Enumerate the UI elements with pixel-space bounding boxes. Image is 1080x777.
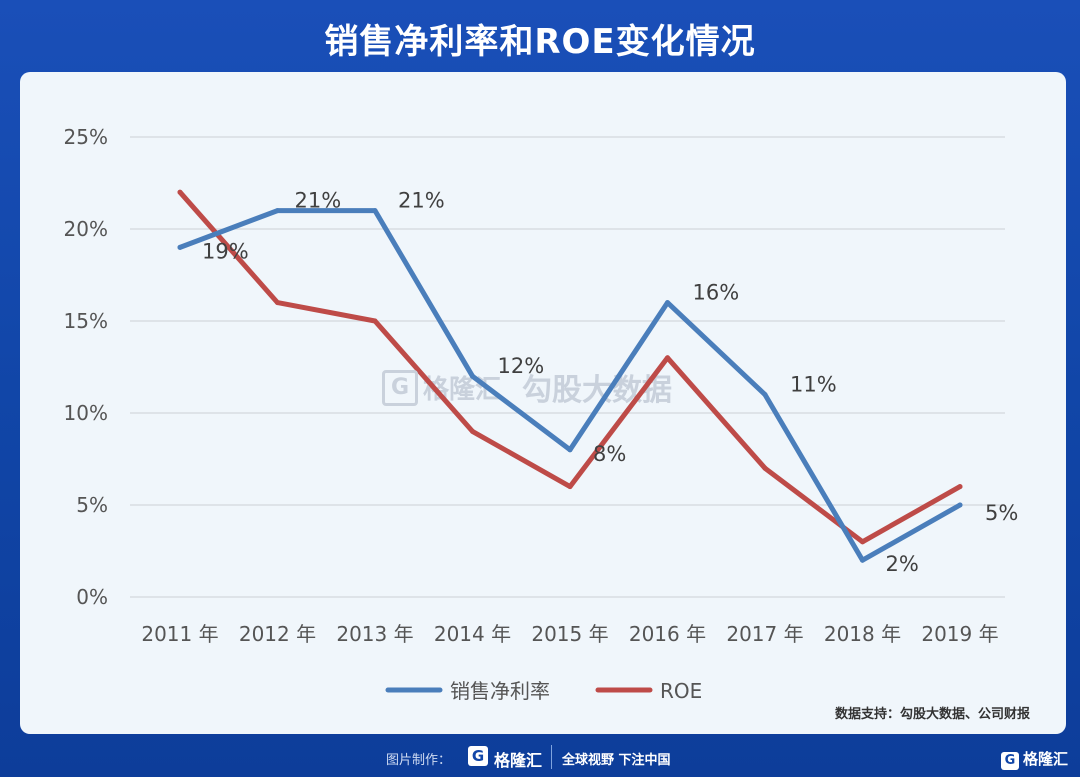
line-chart: 格隆汇 勾股大数据 19%21% 21%12%8%16%11%2%5% 0%5%1…: [64, 125, 1019, 703]
y-tick-label: 10%: [64, 401, 108, 425]
x-tick-label: 2013 年: [336, 622, 413, 646]
x-tick-label: 2011 年: [141, 622, 218, 646]
legend-label: ROE: [660, 679, 702, 703]
y-tick-label: 0%: [76, 585, 108, 609]
data-point: [860, 557, 865, 563]
x-tick-label: 2018 年: [824, 622, 901, 646]
data-label: 12%: [498, 354, 545, 378]
series-line-1: [177, 189, 963, 545]
x-tick-label: 2017 年: [726, 622, 803, 646]
data-point: [762, 392, 768, 398]
data-point: [275, 300, 280, 306]
footer-brand: 格隆汇: [494, 751, 543, 770]
y-tick-label: 15%: [64, 309, 108, 333]
data-point: [567, 484, 573, 490]
footer-made-by: 图片制作：: [386, 753, 452, 768]
legend-label: 销售净利率: [450, 679, 550, 703]
data-label: 21%: [295, 189, 342, 213]
y-tick-label: 25%: [64, 125, 108, 149]
y-tick-label: 5%: [76, 493, 108, 517]
data-label: 16%: [693, 281, 740, 305]
corner-logo-icon: G: [1000, 752, 1019, 770]
x-tick-label: 2015 年: [531, 622, 608, 646]
footer-divider: [551, 745, 552, 769]
data-point: [762, 465, 768, 471]
data-point: [567, 447, 573, 453]
data-point: [860, 539, 865, 545]
data-point: [957, 502, 963, 508]
data-point: [372, 208, 378, 214]
chart-panel: 格隆汇 勾股大数据 19% 21% 21% 12% 8% 16% 11% 2% 5% 0% 5% 1…: [20, 72, 1066, 734]
data-point: [665, 355, 670, 361]
y-tick-label: 20%: [64, 217, 108, 241]
corner-brand: G 格隆汇: [1000, 748, 1068, 770]
data-label: 19%: [202, 239, 249, 263]
footer-slogan: 全球视野 下注中国: [562, 753, 671, 768]
footer: 图片制作： G 格隆汇 全球视野 下注中国: [0, 742, 1080, 772]
data-label: 8%: [593, 442, 626, 466]
x-tick-label: 2014 年: [434, 622, 511, 646]
data-point: [372, 318, 378, 324]
data-point: [957, 484, 963, 490]
x-tick-label: 2012 年: [239, 622, 316, 646]
data-point: [665, 300, 670, 306]
watermark-text: 勾股大数据: [522, 373, 672, 408]
chart-title: 销售净利率和ROE变化情况: [324, 22, 756, 62]
data-label: 5%: [985, 501, 1018, 525]
data-label: 21%: [398, 189, 445, 213]
data-point: [470, 373, 475, 379]
data-point: [177, 244, 183, 250]
data-point: [275, 208, 280, 214]
gelonghui-logo-icon: G: [468, 746, 488, 766]
data-label: 11%: [790, 373, 837, 397]
x-tick-label: 2019 年: [921, 622, 998, 646]
corner-brand-text: 格隆汇: [1022, 750, 1068, 768]
data-point: [177, 189, 183, 195]
source-note: 数据支持：勾股大数据、公司财报: [834, 707, 1030, 722]
data-label: 2%: [886, 552, 919, 576]
watermark-logo-icon: G: [382, 370, 418, 406]
x-tick-label: 2016 年: [629, 622, 706, 646]
data-point: [470, 428, 475, 434]
